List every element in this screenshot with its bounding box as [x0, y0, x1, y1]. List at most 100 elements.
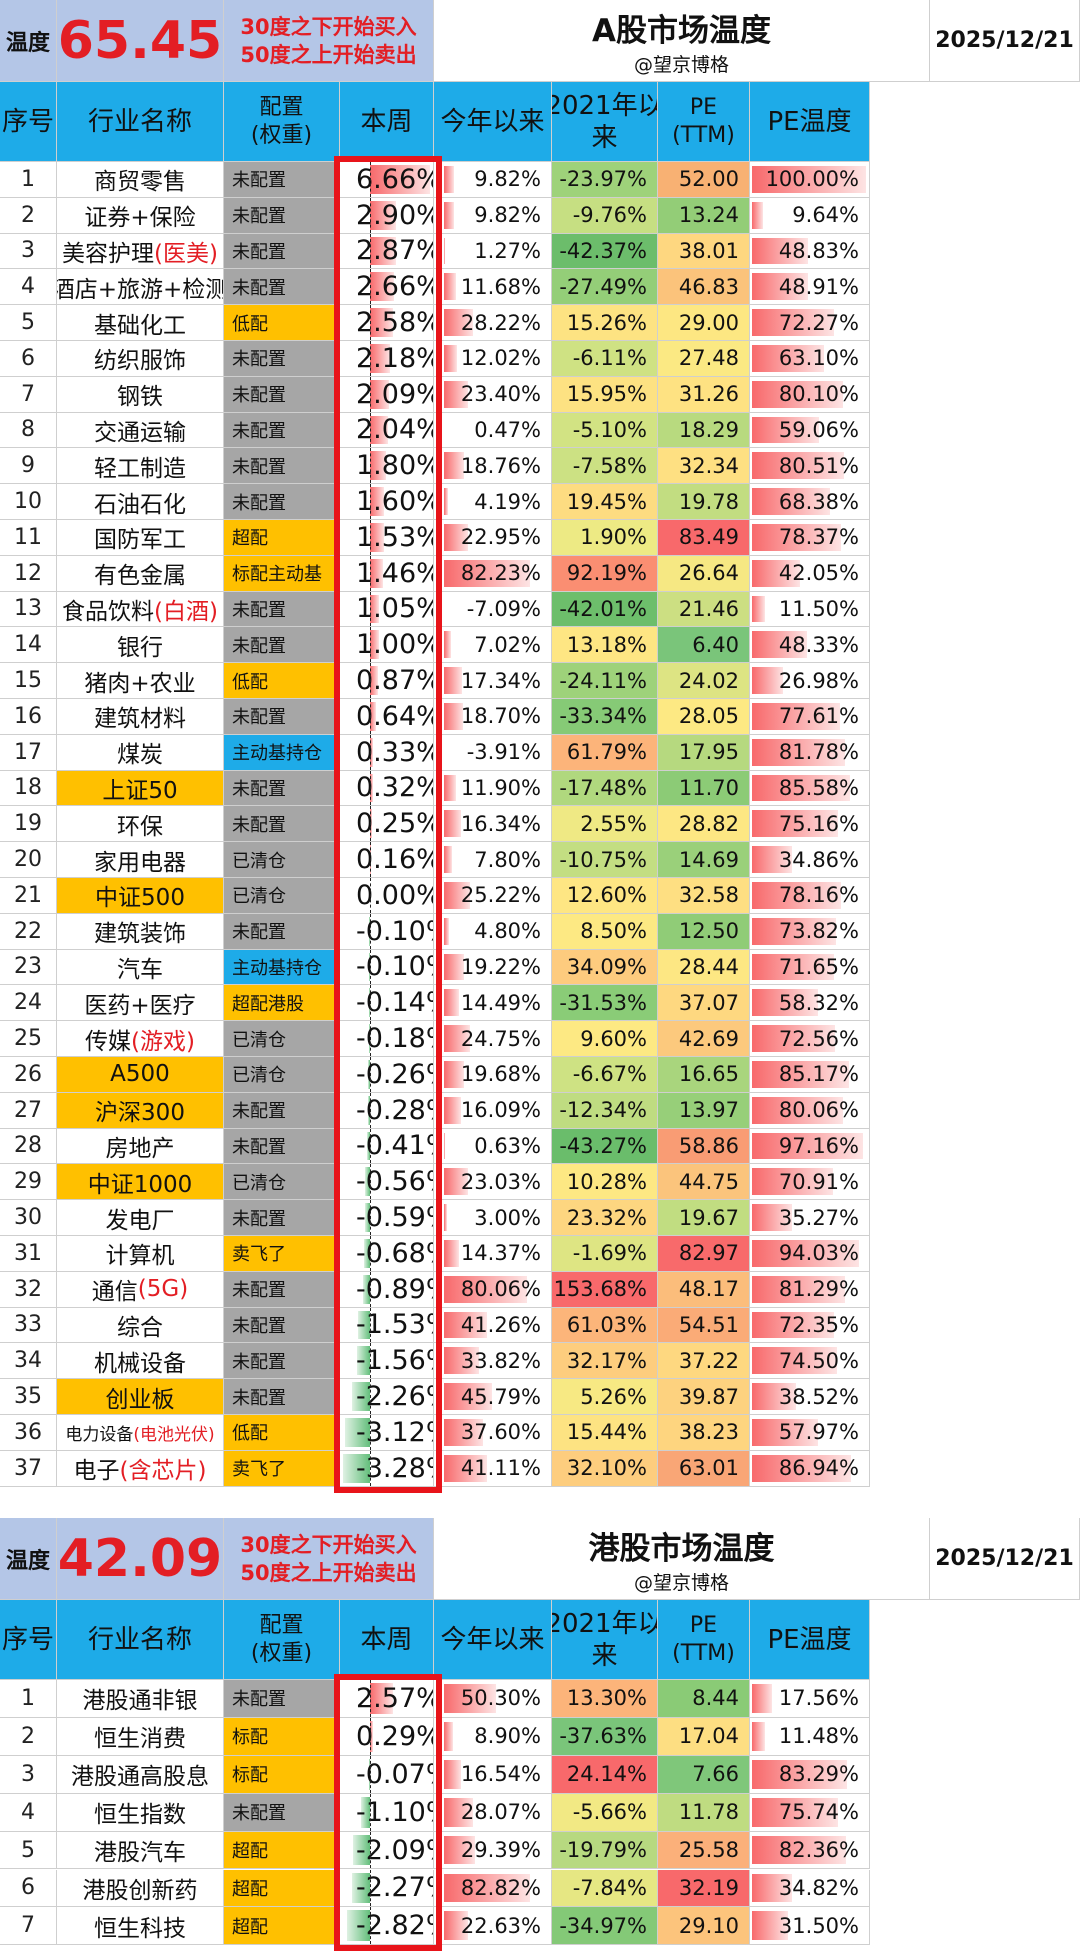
ytd-bar [444, 273, 456, 300]
industry-name: 基础化工 [57, 305, 224, 341]
allocation: 未配置 [224, 198, 340, 234]
industry-name-text: 中证500 [95, 878, 185, 912]
pe-temperature-text: 72.27% [779, 311, 859, 335]
allocation: 未配置 [224, 771, 340, 807]
pe-temperature-bar [752, 1722, 765, 1751]
pe-ttm-text: 25.58 [679, 1838, 739, 1862]
pe-temperature-text: 57.97% [779, 1420, 859, 1444]
row-index-text: 18 [14, 775, 42, 800]
allocation-text: 已清仓 [232, 1169, 286, 1195]
allocation: 未配置 [224, 1343, 340, 1379]
ytd-change-text: 11.68% [461, 275, 541, 299]
industry-name: 煤炭 [57, 735, 224, 771]
ytd-bar [444, 1097, 461, 1124]
pe-ttm-text: 29.00 [679, 311, 739, 335]
pe-ttm-text: 13.97 [679, 1098, 739, 1122]
pe-ttm: 27.48 [658, 341, 750, 377]
column-header-week: 本周 [340, 1600, 434, 1680]
since-2021-text: -43.27% [559, 1134, 647, 1158]
ytd-change: 17.34% [434, 663, 552, 699]
ytd-change: 11.90% [434, 771, 552, 807]
pe-temperature-text: 80.06% [779, 1098, 859, 1122]
pe-ttm-text: 37.07 [679, 991, 739, 1015]
row-index: 6 [0, 341, 57, 377]
ytd-change-text: 22.63% [461, 1914, 541, 1938]
allocation: 卖飞了 [224, 1236, 340, 1272]
industry-name: 银行 [57, 627, 224, 663]
since-2021: 8.50% [552, 914, 658, 950]
row-index: 2 [0, 198, 57, 234]
ytd-change-text: 25.22% [461, 883, 541, 907]
ytd-change: 28.22% [434, 305, 552, 341]
report-date: 2025/12/21 [935, 1546, 1074, 1571]
since-2021: 13.18% [552, 627, 658, 663]
pe-temperature-text: 81.29% [779, 1277, 859, 1301]
since-2021: -34.97% [552, 1907, 658, 1945]
temperature-value: 65.45 [58, 11, 222, 71]
pe-temperature-bar [752, 202, 763, 229]
pe-ttm-text: 48.17 [679, 1277, 739, 1301]
row-index-text: 36 [14, 1420, 42, 1445]
industry-name: 恒生科技 [57, 1907, 224, 1945]
ytd-change-text: 16.09% [461, 1098, 541, 1122]
row-index: 13 [0, 592, 57, 628]
pe-ttm: 11.70 [658, 771, 750, 807]
pe-ttm-text: 32.19 [679, 1876, 739, 1900]
since-2021: -27.49% [552, 269, 658, 305]
column-header-ytd: 今年以来 [434, 1600, 552, 1680]
since-2021: 2.55% [552, 806, 658, 842]
ytd-bar [444, 1204, 447, 1231]
row-index: 30 [0, 1200, 57, 1236]
pe-temperature-text: 9.64% [792, 203, 859, 227]
pe-temperature: 48.91% [750, 269, 870, 305]
pe-ttm-text: 7.66 [692, 1762, 739, 1786]
ytd-change: 16.09% [434, 1093, 552, 1129]
allocation: 超配 [224, 520, 340, 556]
allocation: 低配 [224, 305, 340, 341]
allocation-text: 未配置 [232, 1348, 286, 1374]
ytd-bar [444, 166, 454, 193]
pe-ttm: 38.01 [658, 234, 750, 270]
pe-temperature: 11.48% [750, 1718, 870, 1756]
allocation: 未配置 [224, 1200, 340, 1236]
industry-name-text: 钢铁 [117, 377, 163, 411]
ytd-change-text: 9.82% [474, 167, 541, 191]
ytd-change: 14.49% [434, 985, 552, 1021]
industry-name: 商贸零售 [57, 162, 224, 198]
since-2021: 12.60% [552, 878, 658, 914]
temperature-value-cell: 42.09 [57, 1518, 224, 1600]
since-2021: -23.97% [552, 162, 658, 198]
ytd-bar [444, 1760, 461, 1789]
industry-name-text: 机械设备 [94, 1344, 186, 1378]
pe-ttm: 13.97 [658, 1093, 750, 1129]
pe-temperature: 71.65% [750, 950, 870, 986]
pe-ttm-text: 28.44 [679, 955, 739, 979]
since-2021-text: -9.76% [573, 203, 647, 227]
column-header-index: 序号 [0, 1600, 57, 1680]
industry-name: 有色金属 [57, 556, 224, 592]
industry-highlight: (医美) [154, 234, 218, 268]
ytd-change-text: 23.40% [461, 382, 541, 406]
allocation-text: 未配置 [232, 596, 286, 622]
column-header-index: 序号 [0, 82, 57, 162]
table-row: 24医药+医疗超配港股-0.14%14.49%-31.53%37.0758.32… [0, 985, 1080, 1021]
pe-temperature: 17.56% [750, 1680, 870, 1718]
ytd-change: 16.34% [434, 806, 552, 842]
since-2021: -17.48% [552, 771, 658, 807]
column-header-industry: 行业名称 [57, 82, 224, 162]
industry-name-text: A500 [110, 1061, 170, 1087]
pe-temperature-text: 35.27% [779, 1206, 859, 1230]
ytd-change-text: 9.82% [474, 203, 541, 227]
pe-ttm-text: 31.26 [679, 382, 739, 406]
pe-ttm: 16.65 [658, 1057, 750, 1093]
pe-temperature: 57.97% [750, 1415, 870, 1451]
since-2021-text: -12.34% [559, 1098, 647, 1122]
allocation-text: 未配置 [232, 166, 286, 192]
